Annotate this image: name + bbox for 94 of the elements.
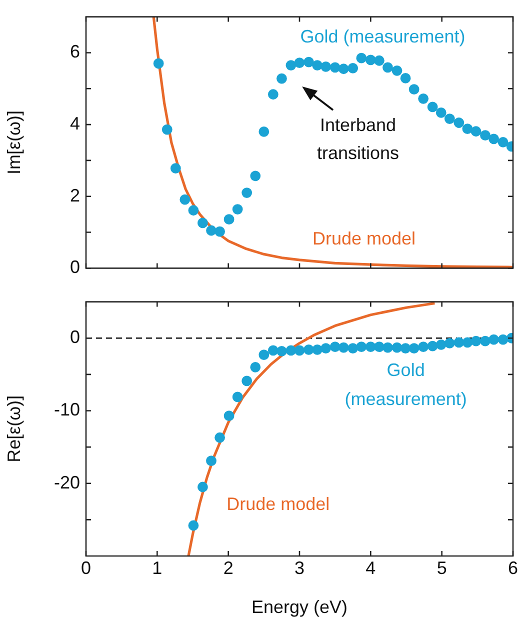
y-axis-title: Re[ε(ω)] xyxy=(4,395,24,462)
point xyxy=(214,226,225,237)
point xyxy=(498,334,508,345)
point xyxy=(232,392,243,402)
point xyxy=(304,344,314,355)
point xyxy=(242,376,252,386)
point xyxy=(286,60,296,70)
point xyxy=(338,342,349,353)
point xyxy=(427,340,438,352)
point xyxy=(198,218,208,228)
point xyxy=(365,54,376,66)
y-tick-label: -10 xyxy=(54,400,80,420)
point xyxy=(224,214,234,225)
point xyxy=(498,136,508,148)
point xyxy=(470,336,482,346)
point xyxy=(436,107,446,118)
point xyxy=(276,346,287,356)
point xyxy=(206,225,216,236)
series-label: Drude model xyxy=(226,494,330,514)
point xyxy=(382,342,393,353)
point xyxy=(338,64,349,74)
point xyxy=(374,342,384,352)
point xyxy=(408,84,420,95)
point xyxy=(268,345,278,356)
point xyxy=(242,188,252,198)
point xyxy=(153,58,164,69)
point xyxy=(294,58,305,68)
y-tick-label: 2 xyxy=(70,185,80,206)
series-label: Gold (measurement) xyxy=(300,26,466,47)
point xyxy=(320,62,332,72)
point xyxy=(294,345,305,356)
x-tick-label: 2 xyxy=(223,558,234,578)
point xyxy=(312,344,322,355)
point xyxy=(356,342,367,352)
point xyxy=(250,362,261,372)
point xyxy=(348,62,358,74)
point xyxy=(170,163,181,174)
point xyxy=(258,126,270,137)
point xyxy=(427,102,438,112)
point xyxy=(392,65,402,76)
x-tick-label: 1 xyxy=(152,558,162,578)
x-axis-title: Energy (eV) xyxy=(251,597,348,618)
point xyxy=(462,337,473,348)
point xyxy=(312,60,322,70)
y-tick-label: -20 xyxy=(54,472,80,492)
point xyxy=(330,62,340,73)
y-tick-label: 0 xyxy=(70,257,80,278)
point xyxy=(250,170,261,182)
point xyxy=(365,342,376,352)
point xyxy=(320,343,332,354)
point xyxy=(188,205,199,216)
point xyxy=(454,337,464,348)
point xyxy=(162,124,172,135)
point xyxy=(258,350,270,360)
point xyxy=(382,62,393,73)
point xyxy=(188,520,199,531)
y-tick-label: 6 xyxy=(70,42,80,62)
point xyxy=(224,410,234,422)
point xyxy=(436,339,446,350)
x-tick-label: 4 xyxy=(366,558,376,578)
point xyxy=(462,124,473,134)
series-label: Drude model xyxy=(312,228,416,249)
point xyxy=(470,126,482,137)
point xyxy=(356,52,367,64)
point xyxy=(198,482,208,492)
point xyxy=(418,93,429,104)
point xyxy=(454,118,464,128)
y-tick-label: 0 xyxy=(70,327,80,348)
point xyxy=(180,194,190,205)
point xyxy=(214,432,225,443)
point xyxy=(480,336,490,346)
point xyxy=(418,342,429,352)
y-axis-title: Im[ε(ω)] xyxy=(4,110,24,175)
annotation: Interband transitions xyxy=(316,114,400,163)
point xyxy=(488,134,499,144)
point xyxy=(480,130,490,141)
point xyxy=(374,55,384,66)
x-tick-label: 3 xyxy=(294,558,305,578)
point xyxy=(348,343,358,354)
point xyxy=(232,204,243,214)
x-tick-label: 5 xyxy=(436,558,447,578)
point xyxy=(400,73,411,84)
point xyxy=(444,338,455,348)
point xyxy=(408,343,420,354)
point xyxy=(276,73,287,84)
point xyxy=(304,56,314,68)
point xyxy=(268,89,278,100)
point xyxy=(206,456,216,466)
x-tick-label: 6 xyxy=(508,558,518,578)
point xyxy=(392,342,402,353)
series-label: Gold (measurement) xyxy=(344,360,467,410)
y-tick-label: 4 xyxy=(70,114,80,134)
point xyxy=(444,114,455,124)
point xyxy=(488,334,499,345)
